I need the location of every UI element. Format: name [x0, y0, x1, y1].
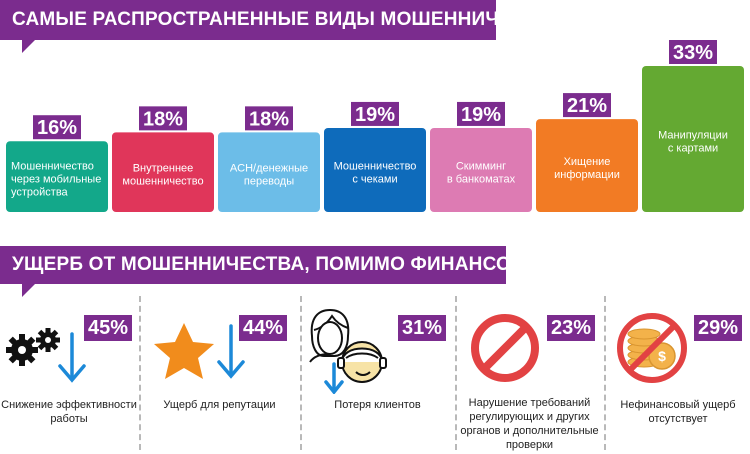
damage-percent: 44% [239, 315, 287, 341]
value-label-box [139, 106, 187, 131]
damage-item-customers: 31% Потеря клиентов [302, 298, 453, 448]
header-banner-top-fraud-types: САМЫЕ РАСПРОСТРАНЕННЫЕ ВИДЫ МОШЕННИЧЕСТВ… [0, 0, 564, 53]
damage-item-no-damage: $ 29% Нефинансовый ущерб отсутствует [606, 298, 750, 448]
header-banner-non-financial-damage: УЩЕРБ ОТ МОШЕННИЧЕСТВА, ПОМИМО ФИНАНСОВО… [0, 246, 565, 297]
damage-caption: Потеря клиентов [334, 399, 421, 411]
divider [455, 296, 457, 450]
bar [6, 141, 108, 212]
star-down-icon [154, 323, 245, 379]
bar [536, 119, 638, 212]
value-label: 19% [355, 104, 395, 126]
value-label-box [245, 106, 293, 131]
customers-icon [309, 308, 387, 394]
damage-percent: 23% [547, 315, 595, 341]
bar [430, 127, 532, 212]
bar [324, 127, 426, 212]
damage-percent: 29% [694, 315, 742, 341]
category-label: Внутреннее мошенничество [122, 163, 203, 188]
banner-pointer [22, 39, 36, 53]
bar [112, 132, 214, 212]
category-label: ACH/денежные переводы [230, 163, 308, 188]
no-coins-icon: $ [617, 313, 687, 383]
value-label: 18% [143, 108, 183, 130]
value-label-box [457, 101, 505, 126]
value-label-box [669, 40, 717, 64]
category-label: Хищение информации [554, 156, 620, 181]
value-label-box [563, 93, 611, 118]
damage-caption: Нарушение требований регулирующих и друг… [460, 397, 599, 451]
category-label: Скимминг в банкоматах [447, 160, 516, 185]
category-label: Мошенничество с чеками [334, 160, 417, 185]
value-label: 18% [249, 108, 289, 130]
damage-caption: Нефинансовый ущерб отсутствует [620, 399, 736, 425]
damage-item-regulatory: 23% Нарушение требований регулирующих и … [457, 298, 602, 451]
value-label: 19% [461, 104, 501, 126]
gears-down-icon [6, 328, 86, 383]
damage-item-efficiency: 45% Снижение эффективности работы [0, 298, 138, 448]
category-label: Мошенничество через мобильные устройства [11, 161, 101, 199]
value-label: 16% [37, 117, 77, 139]
damage-caption: Снижение эффективности работы [1, 399, 137, 425]
value-label-box [33, 115, 81, 140]
bar [218, 132, 320, 212]
svg-text:$: $ [658, 348, 666, 364]
damage-percent: 31% [398, 315, 446, 341]
value-label: 21% [567, 95, 607, 117]
header-title: САМЫЕ РАСПРОСТРАНЕННЫЕ ВИДЫ МОШЕННИЧЕСТВ… [12, 9, 564, 30]
value-label-box [351, 101, 399, 126]
damage-item-reputation: 44% Ущерб для репутации [141, 298, 298, 448]
banner-pointer [22, 283, 36, 297]
divider [604, 296, 606, 450]
header-title: УЩЕРБ ОТ МОШЕННИЧЕСТВА, ПОМИМО ФИНАНСОВО… [12, 254, 566, 275]
bar [642, 66, 744, 212]
prohibition-icon [471, 314, 539, 382]
value-label: 33% [673, 42, 713, 64]
fraud-types-bar-chart: 16% Мошенничество через мобильные устройств… [6, 40, 744, 212]
divider [139, 296, 141, 450]
damage-caption: Ущерб для репутации [163, 399, 276, 411]
damage-percent: 45% [84, 315, 132, 341]
divider [300, 296, 302, 450]
category-label: Манипуляции с картами [658, 130, 728, 155]
